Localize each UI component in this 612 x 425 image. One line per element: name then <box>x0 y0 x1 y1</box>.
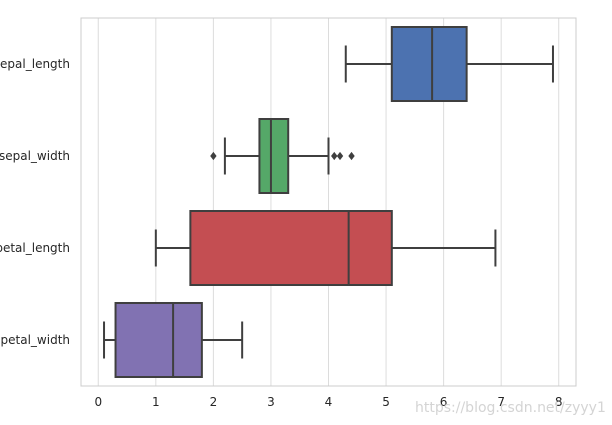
boxes <box>103 26 554 378</box>
x-tick-label-0: 0 <box>94 395 102 409</box>
x-tick-label-6: 6 <box>440 395 448 409</box>
iqr-box <box>114 302 203 378</box>
x-tick-label-5: 5 <box>382 395 390 409</box>
flier-2 <box>336 151 344 161</box>
y-tick-label-sepal_width: sepal_width <box>0 149 70 163</box>
iqr-box <box>390 26 468 102</box>
flier-0 <box>210 151 217 161</box>
flier-1 <box>331 151 338 161</box>
x-tick-label-1: 1 <box>152 395 160 409</box>
box-petal_width <box>103 302 244 378</box>
box-sepal_width <box>210 118 355 194</box>
x-tick-label-7: 7 <box>497 395 505 409</box>
y-tick-label-sepal_length: sepal_length <box>0 57 70 71</box>
x-tick-labels: 0 1 2 3 4 5 6 7 8 <box>94 395 562 409</box>
flier-3 <box>348 151 355 161</box>
y-tick-labels: sepal_length sepal_width petal_lengthpetal… <box>0 57 70 347</box>
plot-frame <box>80 17 577 387</box>
watermark: https://blog.csdn.net/zyyy1 <box>415 400 606 416</box>
iqr-box <box>189 210 393 286</box>
y-tick-label-petal_length: petal_length <box>0 241 70 255</box>
x-tick-label-8: 8 <box>555 395 563 409</box>
x-tick-label-3: 3 <box>267 395 275 409</box>
iqr-box <box>258 118 290 194</box>
box-petal_length <box>154 210 497 286</box>
y-tick-label-petal_width: petal_width <box>1 333 70 347</box>
box-sepal_length <box>344 26 554 102</box>
x-tick-label-2: 2 <box>210 395 218 409</box>
x-tick-label-4: 4 <box>325 395 333 409</box>
